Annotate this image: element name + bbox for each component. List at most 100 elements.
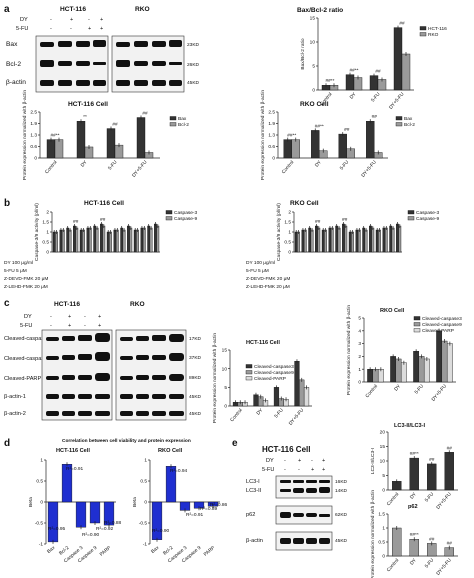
bar (133, 229, 137, 253)
legend-swatch (419, 26, 427, 31)
a-kd-actin: 45KD (187, 80, 200, 86)
a-sign: - (88, 17, 90, 23)
y-tick-label: 0 (46, 250, 49, 256)
a-blot-hct (35, 35, 109, 93)
x-tick-label: Control (229, 407, 244, 423)
legend-swatch (413, 316, 421, 321)
bar (308, 227, 312, 253)
bar (366, 120, 375, 159)
bar (362, 227, 366, 253)
legend-label: Bcl-2 (178, 122, 189, 128)
legend-label: HCT-116 (428, 26, 447, 32)
c-kd-actin2: 45KD (189, 411, 202, 417)
significance-label: ## (429, 457, 435, 463)
x-tick-label: PARP (203, 545, 217, 558)
bar (120, 227, 124, 253)
y-tick-label: 0 (312, 88, 315, 94)
y-tick-label: -0.5 (35, 521, 44, 527)
r2-annotation: R²=0.94 (170, 468, 188, 474)
x-tick-label: 5-FU (107, 159, 119, 171)
significance-label: ##** (410, 451, 419, 457)
a-sign: + (100, 26, 103, 32)
y-tick-label: 2.5 (30, 110, 37, 116)
c-rko-title: RKO Cell (380, 308, 405, 314)
y-tick-label: 1 (382, 526, 385, 532)
y-axis-label: Beta (28, 497, 34, 507)
x-tick-label: DY+5-FU (435, 557, 453, 577)
e-sign: + (322, 467, 325, 473)
bar (378, 229, 381, 253)
bar (76, 120, 86, 159)
y-axis-label: Protein expression normalized with β-act… (346, 305, 352, 396)
y-tick-label: 0.5 (378, 540, 385, 546)
c-band-actin2: β-actin-2 (4, 411, 26, 417)
x-tick-label: DY (349, 91, 358, 101)
bar (390, 356, 397, 383)
e-kd-lc3ii: 14KD (335, 488, 348, 494)
y-tick-label: 1.5 (42, 220, 49, 226)
legend-swatch (407, 210, 415, 215)
significance-label: ## (73, 219, 79, 225)
x-tick-label: DY (314, 159, 323, 169)
e-blot (275, 475, 333, 551)
bar (301, 229, 305, 253)
x-tick-label: 5-FU (339, 159, 351, 171)
r2-annotation: R²=0.90 (82, 532, 100, 538)
y-tick-label: 20 (380, 430, 386, 436)
y-tick-label: 0 (34, 156, 37, 162)
bar (54, 139, 64, 159)
chart-b-rko: 0 0.5 1 1.5 2 Caspase-3/9 activity (pl/ml) ## #… (276, 203, 440, 261)
x-tick-label: Bax (150, 545, 161, 555)
r2-annotation: R²=0.89 (200, 506, 218, 512)
y-tick-label: 2 (288, 210, 291, 216)
c-sign: + (68, 323, 71, 329)
bar (75, 227, 79, 253)
c-hct-title: HCT-116 Cell (246, 340, 280, 346)
y-tick-label: 5 (312, 64, 315, 70)
legend-swatch (165, 210, 173, 215)
bar (297, 231, 300, 253)
bar (436, 330, 443, 383)
significance-label: ## (429, 536, 435, 542)
legend-swatch (245, 364, 253, 369)
bar (371, 227, 375, 253)
bar (47, 501, 59, 543)
b-treat-devd: Z-DEVD-FMK 20 μM (4, 276, 48, 282)
e-lc3-title: LC3-II/LC3-I (394, 423, 426, 429)
legend-swatch (413, 322, 421, 327)
legend-label: Cleaved-PARP (254, 376, 286, 382)
y-tick-label: 1.9 (268, 121, 275, 127)
bar (401, 53, 411, 91)
y-tick-label: -1 (143, 542, 148, 548)
bar (375, 229, 379, 253)
panel-c-letter: c (4, 298, 10, 309)
y-tick-label: 5 (382, 473, 385, 479)
bar (86, 227, 90, 253)
bar (409, 457, 419, 491)
bar (79, 229, 83, 253)
significance-label: ##** (50, 133, 59, 139)
c-sign: - (84, 323, 86, 329)
bar (52, 231, 56, 253)
c-sign: + (98, 314, 101, 320)
bar (441, 340, 448, 383)
c-hct-label: HCT-116 (54, 301, 80, 308)
legend-label: Caspase-9 (174, 216, 198, 222)
y-axis-label: Caspase-3/9 activity (pl/ml) (34, 203, 40, 261)
a-rko-title: RKO Cell (300, 101, 329, 108)
a-ratio-title: Bax/Bcl-2 ratio (297, 7, 343, 14)
d-title: Correlation between cell viability and p… (62, 438, 191, 444)
y-tick-label: 1 (288, 230, 291, 236)
significance-label: ## (375, 69, 381, 75)
bar (392, 527, 402, 557)
b-treat-devd: Z-DEVD-FMK 20 μM (246, 276, 290, 282)
c-sign: + (98, 323, 101, 329)
bar (357, 229, 361, 253)
x-tick-label: 5-FU (370, 91, 382, 103)
x-tick-label: Control (386, 557, 401, 573)
x-tick-label: 5-FU (424, 491, 436, 503)
